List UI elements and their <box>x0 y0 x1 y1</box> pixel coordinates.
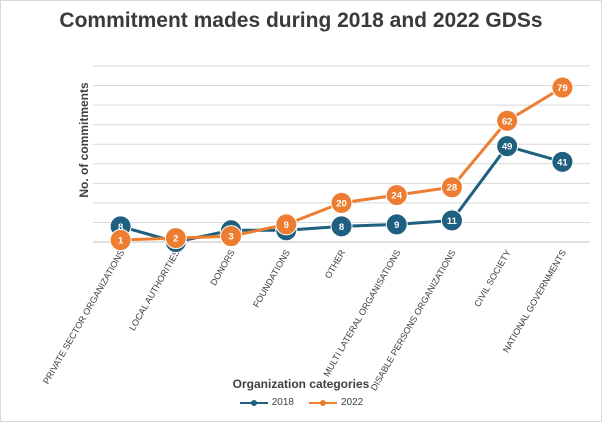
legend-marker-2022 <box>309 399 337 406</box>
x-tick-label: CIVIL SOCIETY <box>472 248 513 309</box>
data-point-2022 <box>385 184 408 207</box>
data-point-2022 <box>275 213 298 236</box>
data-point-2018 <box>496 135 519 158</box>
x-tick-label: NATIONAL GOVERNMENTS <box>501 248 568 354</box>
data-label-2022: 3 <box>228 232 233 243</box>
x-tick-label: DONORS <box>208 248 236 287</box>
data-label-2018: 41 <box>557 157 568 168</box>
data-point-2022 <box>551 76 574 99</box>
data-point-2022 <box>330 191 353 214</box>
data-point-2022 <box>164 227 187 250</box>
legend-label-2022: 2022 <box>341 397 364 408</box>
data-point-2018 <box>330 215 353 238</box>
legend-marker-2018 <box>239 399 268 406</box>
data-label-2022: 1 <box>118 236 124 247</box>
data-point-2018 <box>551 150 574 173</box>
data-label-2022: 62 <box>502 116 513 127</box>
data-point-2022 <box>220 225 243 248</box>
data-label-2018: 9 <box>394 220 399 231</box>
x-axis-title: Organization categories <box>232 377 370 391</box>
data-label-2018: 8 <box>339 222 344 233</box>
data-point-2018 <box>440 209 463 232</box>
chart-title: Commitment mades during 2018 and 2022 GD… <box>59 9 543 32</box>
data-label-2022: 9 <box>284 220 289 231</box>
x-tick-label: FOUNDATIONS <box>251 248 292 309</box>
data-label-2018: 49 <box>502 142 513 153</box>
data-point-2022 <box>440 176 463 199</box>
x-tick-label: OTHER <box>323 248 348 281</box>
data-point-2018 <box>385 213 408 236</box>
data-label-2022: 20 <box>336 198 347 209</box>
legend: 2018 2022 <box>0 397 602 408</box>
data-label-2018: 11 <box>447 216 458 227</box>
data-label-2022: 28 <box>447 183 458 194</box>
x-tick-label: LOCAL AUTHORITIES <box>127 248 182 332</box>
data-point-2022 <box>496 109 519 132</box>
data-label-2018: 8 <box>118 222 123 233</box>
legend-item-2018: 2018 <box>239 397 294 408</box>
data-label-2022: 2 <box>173 234 178 245</box>
data-label-2022: 24 <box>391 191 402 202</box>
data-label-2022: 79 <box>557 83 568 94</box>
legend-label-2018: 2018 <box>271 397 294 408</box>
legend-item-2022: 2022 <box>308 397 363 408</box>
data-point-2022 <box>109 229 132 252</box>
x-tick-label: PRIVATE SECTOR ORGANIZATIONS <box>41 248 126 386</box>
